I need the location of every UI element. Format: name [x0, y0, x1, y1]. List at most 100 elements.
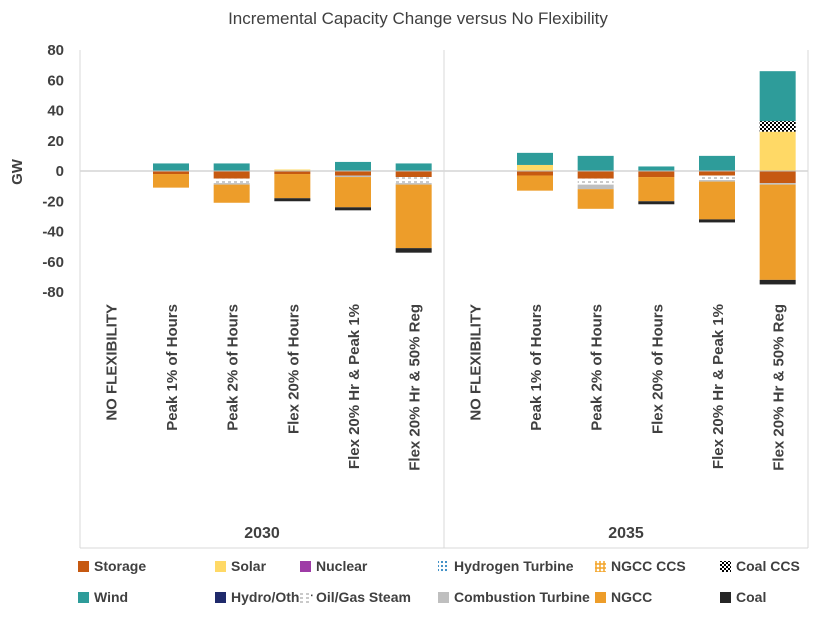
- bar-segment-combustion-turbine-flex-20-hr-peak-1: [699, 180, 735, 182]
- bar-segment-ngcc-flex-20-hr-50-reg: [395, 184, 432, 249]
- x-tick-label: Peak 1% of Hours: [164, 304, 181, 431]
- x-tick-label: Peak 1% of Hours: [528, 304, 545, 431]
- bar-segment-solar-flex-20-of-hours: [274, 169, 311, 171]
- y-tick-label: -60: [42, 254, 64, 271]
- legend-swatch-nuclear: [300, 561, 311, 572]
- x-tick-label: NO FLEXIBILITY: [467, 304, 484, 421]
- bar-segment-oil-gas-steam-flex-20-hr-peak-1: [699, 175, 735, 181]
- legend-swatch-solar: [215, 561, 226, 572]
- legend-swatch-coal: [720, 592, 731, 603]
- bar-segment-storage-peak-2-of-hours: [213, 171, 250, 179]
- y-tick-label: -20: [42, 193, 64, 210]
- bar-segment-wind-peak-2-of-hours: [577, 155, 614, 171]
- plot-area: [153, 71, 796, 285]
- legend-label-hydro-other: Hydro/Other: [231, 589, 313, 605]
- legend-swatch-storage: [78, 561, 89, 572]
- x-tick-label: Flex 20% Hr & 50% Reg: [407, 304, 424, 471]
- legend-label-solar: Solar: [231, 558, 267, 574]
- x-tick-label: Peak 2% of Hours: [225, 304, 242, 431]
- legend-swatch-wind: [78, 592, 89, 603]
- bar-segment-coal-ccs-flex-20-hr-50-reg: [759, 121, 796, 132]
- x-tick-label: NO FLEXIBILITY: [103, 304, 120, 421]
- axes: [79, 50, 809, 549]
- bar-segment-storage-flex-20-hr-50-reg: [395, 171, 432, 178]
- y-tick-label: 20: [47, 133, 64, 150]
- bar-segment-storage-flex-20-of-hours: [638, 171, 675, 178]
- legend-label-ngcc: NGCC: [611, 589, 652, 605]
- legend-label-hydrogen-turbine: Hydrogen Turbine: [454, 558, 574, 574]
- legend-swatch-hydrogen-turbine: [438, 561, 449, 572]
- chart-title: Incremental Capacity Change versus No Fl…: [228, 9, 608, 28]
- bar-segment-ngcc-peak-1-of-hours: [153, 174, 189, 188]
- bar-segment-solar-flex-20-hr-50-reg: [759, 131, 796, 171]
- legend-label-coal: Coal: [736, 589, 766, 605]
- bar-segment-oil-gas-steam-peak-2-of-hours: [213, 178, 250, 184]
- bar-segment-ngcc-peak-1-of-hours: [517, 175, 553, 191]
- legend-label-ngcc-ccs: NGCC CCS: [611, 558, 686, 574]
- bar-segment-ngcc-peak-2-of-hours: [213, 184, 250, 203]
- bar-segment-coal-flex-20-hr-peak-1: [335, 207, 371, 211]
- x-axis: NO FLEXIBILITY Peak 1% of Hours Peak 2% of…: [103, 304, 787, 542]
- bar-segment-coal-flex-20-of-hours: [274, 198, 311, 202]
- bar-segment-combustion-turbine-flex-20-hr-50-reg: [395, 183, 432, 185]
- y-axis: 80 60 40 20 0 -20 -40 -60 -80: [42, 42, 64, 301]
- legend-label-nuclear: Nuclear: [316, 558, 368, 574]
- x-tick-label: Flex 20% Hr & Peak 1%: [346, 304, 363, 469]
- bar-segment-coal-flex-20-hr-peak-1: [699, 219, 735, 223]
- group-label: 2035: [608, 525, 644, 542]
- legend-swatch-ngcc: [595, 592, 606, 603]
- bar-segment-combustion-turbine-flex-20-hr-50-reg: [759, 183, 796, 185]
- legend-label-oil-gas-steam: Oil/Gas Steam: [316, 589, 411, 605]
- legend-swatch-oil-gas-steam: [300, 592, 311, 603]
- legend-label-storage: Storage: [94, 558, 146, 574]
- legend-label-coal-ccs: Coal CCS: [736, 558, 800, 574]
- bar-segment-wind-flex-20-hr-50-reg: [395, 163, 432, 171]
- x-tick-label: Flex 20% of Hours: [285, 304, 302, 434]
- x-tick-label: Flex 20% Hr & Peak 1%: [710, 304, 727, 469]
- bar-segment-storage-peak-1-of-hours: [517, 171, 553, 176]
- bar-segment-wind-peak-1-of-hours: [153, 163, 189, 171]
- bar-segment-coal-flex-20-hr-50-reg: [759, 279, 796, 285]
- bar-segment-combustion-turbine-flex-20-hr-peak-1: [335, 175, 371, 178]
- bar-segment-coal-flex-20-of-hours: [638, 201, 675, 205]
- bar-segment-combustion-turbine-peak-2-of-hours: [213, 183, 250, 185]
- bar-segment-storage-flex-20-hr-peak-1: [699, 171, 735, 176]
- bar-segment-ngcc-peak-2-of-hours: [577, 189, 614, 209]
- bar-segment-storage-peak-2-of-hours: [577, 171, 614, 179]
- bar-segment-ngcc-flex-20-hr-peak-1: [699, 181, 735, 220]
- bar-segment-ngcc-flex-20-of-hours: [638, 177, 675, 202]
- group-label: 2030: [244, 525, 280, 542]
- legend: Storage Solar Nuclear Hydrogen Turbine NGCC …: [78, 558, 800, 605]
- bar-segment-wind-peak-2-of-hours: [213, 163, 250, 171]
- y-tick-label: 0: [56, 163, 64, 180]
- y-tick-label: 60: [47, 72, 64, 89]
- bar-segment-wind-flex-20-hr-peak-1: [335, 161, 371, 171]
- bar-segment-storage-flex-20-hr-peak-1: [335, 171, 371, 176]
- x-tick-label: Flex 20% Hr & 50% Reg: [771, 304, 788, 471]
- bar-segment-ngcc-flex-20-hr-peak-1: [335, 177, 371, 208]
- x-tick-label: Peak 2% of Hours: [589, 304, 606, 431]
- y-axis-label: GW: [9, 158, 26, 185]
- bar-segment-ngcc-flex-20-hr-50-reg: [759, 184, 796, 280]
- bar-segment-coal-flex-20-hr-50-reg: [395, 248, 432, 253]
- legend-label-combustion-turbine: Combustion Turbine: [454, 589, 590, 605]
- legend-swatch-combustion-turbine: [438, 592, 449, 603]
- bar-segment-oil-gas-steam-peak-2-of-hours: [577, 178, 614, 185]
- legend-label-wind: Wind: [94, 589, 128, 605]
- y-tick-label: 80: [47, 42, 64, 59]
- bar-segment-storage-flex-20-of-hours: [274, 171, 311, 175]
- bar-segment-wind-flex-20-of-hours: [638, 166, 675, 171]
- legend-swatch-coal-ccs: [720, 561, 731, 572]
- x-tick-label: Flex 20% of Hours: [649, 304, 666, 434]
- y-tick-label: -80: [42, 284, 64, 301]
- legend-swatch-hydro-other: [215, 592, 226, 603]
- bar-segment-combustion-turbine-peak-2-of-hours: [577, 184, 614, 190]
- bar-segment-storage-flex-20-hr-50-reg: [759, 171, 796, 184]
- bar-segment-ngcc-flex-20-of-hours: [274, 174, 311, 199]
- legend-swatch-ngcc-ccs: [595, 561, 606, 572]
- bar-segment-wind-peak-1-of-hours: [517, 152, 553, 165]
- bar-segment-wind-flex-20-hr-50-reg: [759, 71, 796, 122]
- bar-segment-storage-peak-1-of-hours: [153, 171, 189, 175]
- bar-segment-wind-flex-20-hr-peak-1: [699, 155, 735, 171]
